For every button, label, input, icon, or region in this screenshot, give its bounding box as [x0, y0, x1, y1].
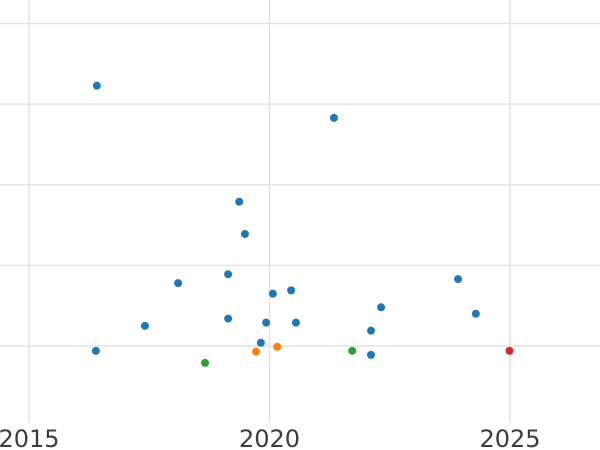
scatter-point-blue	[256, 338, 265, 347]
scatter-point-orange	[273, 342, 282, 351]
x-tick-label: 2020	[238, 425, 301, 450]
scatter-point-blue	[224, 270, 233, 279]
scatter-point-blue	[291, 318, 300, 327]
scatter-point-blue	[377, 303, 386, 312]
scatter-point-blue	[262, 318, 271, 327]
scatter-point-green	[201, 358, 210, 367]
scatter-point-blue	[235, 197, 244, 206]
scatter-point-blue	[454, 275, 463, 284]
scatter-point-blue	[92, 81, 101, 90]
scatter-point-blue	[287, 286, 296, 295]
x-tick-label: 2025	[479, 425, 541, 450]
scatter-point-blue	[268, 289, 277, 298]
scatter-point-blue	[366, 350, 375, 359]
scatter-point-blue	[140, 321, 149, 330]
scatter-point-blue	[471, 309, 480, 318]
scatter-point-blue	[224, 314, 233, 323]
x-tick-label: 2015	[0, 425, 60, 450]
scatter-point-green	[348, 346, 357, 355]
scatter-point-orange	[252, 347, 261, 356]
scatter-point-blue	[240, 229, 249, 238]
scatter-point-blue	[91, 346, 100, 355]
scatter-point-blue	[366, 326, 375, 335]
scatter-point-blue	[329, 113, 338, 122]
scatter-point-red	[505, 346, 514, 355]
scatter-point-blue	[174, 279, 183, 288]
